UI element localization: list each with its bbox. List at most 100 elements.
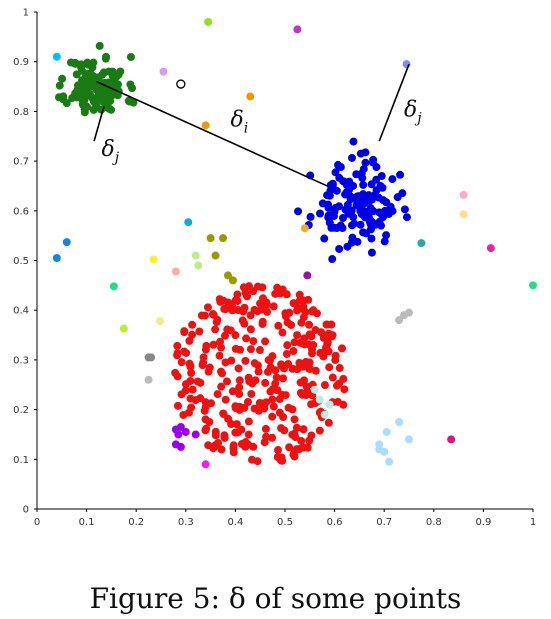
cluster-point — [304, 340, 313, 349]
cluster-point — [217, 382, 226, 391]
cluster-point — [185, 336, 194, 345]
cluster-point — [253, 307, 262, 316]
cluster-point — [347, 221, 356, 230]
cluster-point — [220, 331, 229, 340]
cluster-point — [112, 72, 121, 81]
cluster-point — [278, 285, 287, 294]
cluster-point — [349, 137, 358, 146]
cluster-point — [73, 86, 82, 95]
cluster-point — [246, 345, 255, 354]
cluster-point — [179, 410, 188, 419]
cluster-point — [78, 66, 87, 75]
cluster-point — [240, 319, 249, 328]
outlier-point — [147, 353, 156, 362]
cluster-point — [237, 440, 246, 449]
cluster-point — [177, 358, 186, 367]
cluster-point — [291, 433, 300, 442]
cluster-point — [231, 331, 240, 340]
cluster-point — [388, 175, 397, 184]
outlier-point — [320, 410, 329, 419]
figure-caption: Figure 5: δ of some points — [89, 582, 462, 615]
outlier-point — [395, 418, 404, 427]
cluster-point — [68, 94, 77, 103]
cluster-point — [201, 426, 210, 435]
cluster-point — [287, 320, 296, 329]
delta-lines-layer — [93, 63, 410, 187]
x-tick-label: 0.3 — [178, 517, 194, 528]
cluster-point — [209, 310, 218, 319]
outlier-point — [529, 281, 537, 290]
cluster-point — [188, 320, 197, 329]
y-tick-label: 0.4 — [13, 306, 29, 317]
cluster-point — [331, 168, 340, 177]
cluster-point — [293, 306, 302, 315]
outlier-point — [447, 435, 456, 444]
cluster-point — [244, 417, 253, 426]
cluster-point — [234, 306, 243, 315]
x-tick-label: 1 — [530, 517, 536, 528]
delta-annotation: δj — [101, 137, 119, 166]
cluster-point — [204, 441, 213, 450]
cluster-point — [58, 74, 67, 83]
cluster-point — [275, 395, 284, 404]
outlier-point — [246, 92, 255, 101]
cluster-point — [361, 158, 370, 167]
cluster-point — [261, 378, 270, 387]
cluster-point — [100, 94, 109, 103]
outlier-point — [486, 244, 495, 253]
cluster-point — [263, 307, 272, 316]
cluster-point — [254, 406, 263, 415]
outlier-point — [159, 67, 168, 76]
cluster-point — [244, 430, 253, 439]
cluster-point — [340, 385, 349, 394]
cluster-point — [295, 445, 304, 454]
cluster-point — [338, 213, 347, 222]
outlier-point — [405, 308, 413, 317]
cluster-point — [289, 347, 298, 356]
cluster-point — [317, 328, 326, 337]
outlier-point — [184, 218, 193, 227]
cluster-point — [325, 363, 334, 372]
cluster-point — [325, 218, 334, 227]
cluster-point — [370, 191, 379, 200]
cluster-point — [315, 426, 324, 435]
x-tick-label: 0.5 — [277, 517, 293, 528]
cluster-point — [400, 205, 409, 214]
outlier-point — [417, 239, 426, 248]
delta-annotation: δj — [404, 97, 422, 126]
cluster-point — [107, 105, 116, 114]
cluster-point — [80, 105, 89, 114]
outlier-point — [204, 17, 213, 26]
cluster-point — [268, 385, 277, 394]
cluster-point — [239, 283, 248, 292]
cluster-point — [309, 306, 318, 315]
cluster-point — [253, 361, 262, 370]
cluster-point — [369, 207, 378, 216]
y-tick-label: 0.7 — [13, 157, 29, 168]
cluster-point — [378, 213, 387, 222]
cluster-point — [195, 327, 204, 336]
cluster-point — [224, 414, 233, 423]
cluster-point — [211, 431, 220, 440]
cluster-point — [186, 394, 195, 403]
outlier-point — [171, 267, 180, 276]
cluster-point — [298, 390, 307, 399]
cluster-point — [320, 234, 329, 243]
y-tick-label: 0.9 — [13, 57, 29, 68]
cluster-point — [328, 255, 337, 264]
cluster-point — [305, 320, 314, 329]
cluster-point — [336, 221, 345, 230]
cluster-point — [396, 170, 405, 179]
cluster-point — [349, 212, 358, 221]
cluster-point — [360, 213, 369, 222]
cluster-point — [104, 78, 113, 87]
cluster-point — [341, 205, 350, 214]
cluster-point — [299, 313, 308, 322]
cluster-point — [343, 242, 352, 251]
cluster-point — [269, 302, 278, 311]
cluster-point — [258, 317, 267, 326]
cluster-point — [261, 424, 270, 433]
cluster-point — [76, 60, 85, 69]
cluster-point — [187, 403, 196, 412]
cluster-point — [203, 303, 212, 312]
